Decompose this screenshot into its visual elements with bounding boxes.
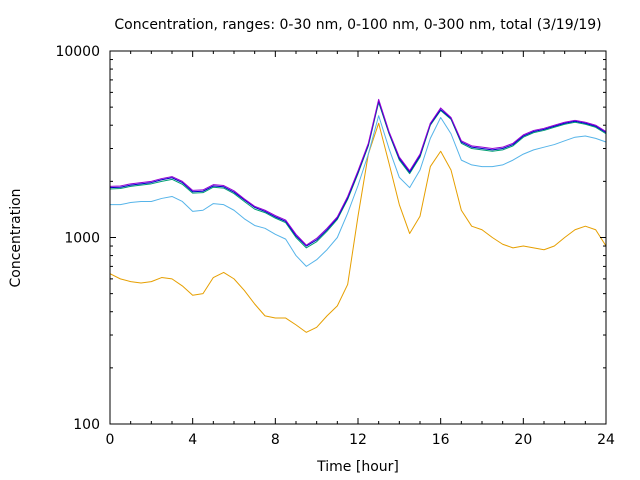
x-tick-label: 4 <box>188 432 197 448</box>
y-axis-label: Concentration <box>8 188 24 287</box>
series-line-1 <box>109 122 607 333</box>
x-axis-label: Time [hour] <box>316 459 399 475</box>
y-tick-label: 1000 <box>64 231 100 247</box>
x-tick-label: 0 <box>106 432 115 448</box>
x-tick-label: 24 <box>597 432 615 448</box>
y-tick-label: 10000 <box>55 44 100 60</box>
plot-frame <box>109 50 607 425</box>
y-tick-label: 100 <box>73 417 100 433</box>
series-line-3 <box>109 101 607 249</box>
tick-layer: 0 4 8 12 16 20 24 100 1000 10000 <box>55 44 615 448</box>
series-line-5 <box>109 98 607 246</box>
series-layer <box>109 98 607 333</box>
x-tick-label: 12 <box>349 432 367 448</box>
x-tick-label: 8 <box>271 432 280 448</box>
chart-title: Concentration, ranges: 0-30 nm, 0-100 nm… <box>114 17 601 33</box>
series-line-2 <box>110 115 607 267</box>
x-tick-label: 20 <box>514 432 532 448</box>
x-tick-label: 16 <box>432 432 450 448</box>
series-line-4 <box>109 100 607 247</box>
